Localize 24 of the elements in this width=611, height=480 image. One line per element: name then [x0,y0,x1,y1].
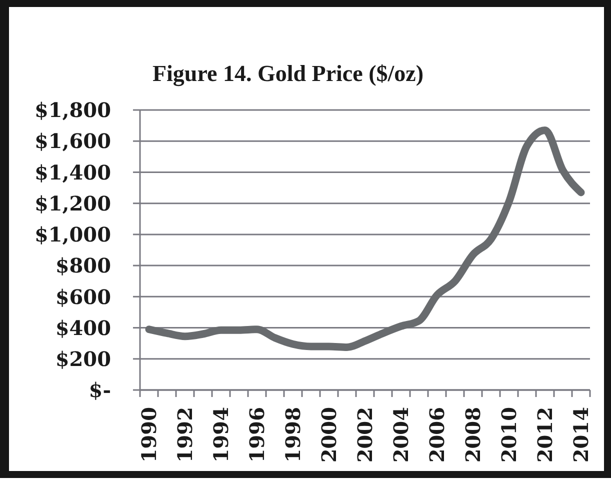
x-tick-label: 2008 [461,407,485,463]
y-tick-label: $- [88,378,111,402]
x-tick-label: 2000 [317,407,341,463]
y-tick-label: $1,200 [34,191,111,216]
x-tick-label: 1996 [245,407,269,463]
x-tick-label: 1998 [281,407,305,463]
y-tick-label: $400 [55,316,111,340]
x-tick-label: 2014 [569,406,593,463]
chart-title: Figure 14. Gold Price ($/oz) [151,60,425,88]
y-tick-label: $800 [55,254,111,278]
x-tick-label: 1992 [173,407,197,463]
y-tick-label: $200 [55,346,111,371]
y-tick-label: $600 [55,284,111,309]
x-tick-label: 2006 [425,407,449,463]
x-tick-label: 1994 [209,406,233,463]
y-tick-label: $1,000 [34,222,111,247]
x-tick-label: 2012 [533,407,557,463]
x-tick-label: 2010 [497,407,521,463]
y-tick-label: $1,400 [34,160,111,184]
y-tick-label: $1,600 [34,129,111,154]
y-tick-label: $1,800 [34,98,111,122]
x-tick-label: 2002 [353,407,377,463]
x-tick-label: 1990 [137,407,161,463]
x-tick-label: 2004 [389,406,413,463]
